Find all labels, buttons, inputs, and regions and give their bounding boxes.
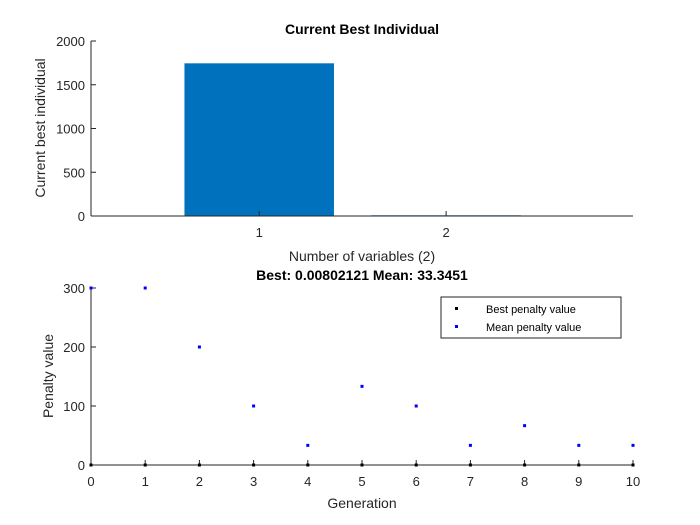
scatter-points [89,286,635,467]
best-point [468,463,472,467]
x-tick-label: 2 [196,474,203,489]
scatter-chart-x-label: Generation [327,495,396,511]
y-tick-label: 300 [63,281,85,296]
bar-chart-title: Current Best Individual [285,21,439,37]
best-point [523,463,527,467]
bar-1 [184,63,334,216]
bar-chart-y-ticks: 0 500 1000 1500 2000 [56,34,96,224]
bar-group [184,63,521,216]
mean-point [306,443,310,447]
y-tick-label: 1500 [56,78,85,93]
x-tick-label: 3 [250,474,257,489]
y-tick-label: 200 [63,340,85,355]
best-point [631,463,635,467]
mean-point [197,345,201,349]
x-tick-label: 8 [521,474,528,489]
legend-marker-mean [455,325,458,328]
legend-label-mean: Mean penalty value [486,322,581,334]
x-tick-label: 6 [413,474,420,489]
mean-point [577,443,581,447]
legend-box [440,296,622,339]
x-tick-label: 0 [87,474,94,489]
scatter-chart-y-label: Penalty value [40,334,56,418]
best-point [306,463,310,467]
y-tick-label: 0 [78,458,85,473]
bar-chart-x-label: Number of variables (2) [289,248,435,264]
best-point [197,463,201,467]
best-point [577,463,581,467]
mean-point [414,404,418,408]
mean-point [360,384,364,388]
scatter-chart-x-ticks: 0 1 2 3 4 5 6 7 8 9 10 [87,460,640,489]
x-tick-label: 9 [575,474,582,489]
mean-point [523,424,527,428]
scatter-chart-title: Best: 0.00802121 Mean: 33.3451 [256,267,468,283]
best-point [89,463,93,467]
x-tick-label: 4 [304,474,311,489]
y-tick-label: 0 [78,209,85,224]
legend-label-best: Best penalty value [486,304,576,316]
mean-point [252,404,256,408]
scatter-chart-y-ticks: 0 100 200 300 [63,281,96,473]
x-tick-label: 10 [626,474,640,489]
mean-point [631,443,635,447]
x-tick-label: 1 [256,225,263,240]
y-tick-label: 2000 [56,34,85,49]
x-tick-label: 2 [442,225,449,240]
x-tick-label: 7 [467,474,474,489]
legend: Best penalty value Mean penalty value [440,296,622,339]
bar-chart-axes [90,41,633,217]
bar-chart-y-label: Current best individual [32,58,48,197]
x-tick-label: 5 [358,474,365,489]
legend-marker-best [455,307,458,310]
best-point [143,463,147,467]
mean-point [89,286,93,290]
mean-point [143,286,147,290]
y-tick-label: 1000 [56,122,85,137]
scatter-chart: Best: 0.00802121 Mean: 33.3451 010020030… [40,267,640,511]
y-tick-label: 500 [63,165,85,180]
best-point [414,463,418,467]
y-tick-label: 100 [63,399,85,414]
x-tick-label: 1 [142,474,149,489]
best-point [360,463,364,467]
best-point [252,463,256,467]
mean-point [468,443,472,447]
bar-chart: Current Best Individual 0 500 1000 1500 2000… [32,21,633,264]
